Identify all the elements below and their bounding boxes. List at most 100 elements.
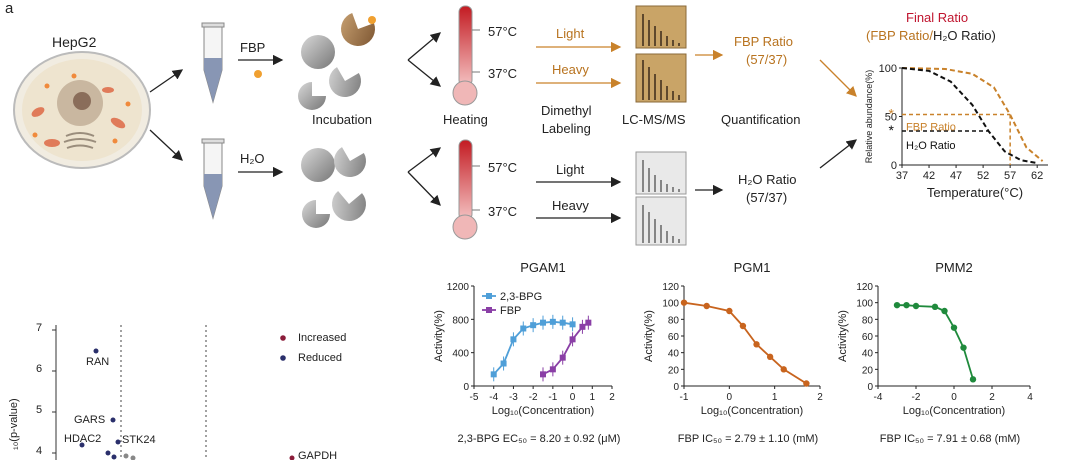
y-tick-label: 100 xyxy=(856,299,873,310)
temp-low-top: 37°C xyxy=(488,66,518,81)
final-ratio-sub-h2o: H₂O Ratio) xyxy=(932,28,996,43)
x-tick-label: 57 xyxy=(1004,170,1016,182)
y-axis-label: Activity(%) xyxy=(643,310,655,362)
y-tick-label: 100 xyxy=(662,299,679,310)
y-tick-label: 60 xyxy=(668,332,680,343)
final-ratio-sub-fbp: (FBP Ratio/ xyxy=(866,28,933,43)
step-labeling: Dimethyl Labeling xyxy=(541,103,592,136)
chart-footnote: FBP IC₅₀ = 2.79 ± 1.10 (mM) xyxy=(678,433,818,445)
reagent-h2o-label: H₂O xyxy=(240,151,265,166)
protein-fbp-icon xyxy=(298,13,376,110)
volcano-point xyxy=(79,442,85,448)
x-tick-label: 42 xyxy=(923,170,935,182)
x-axis-label: Log₁₀(Concentration) xyxy=(492,405,594,417)
light-label-h2o: Light xyxy=(556,162,585,177)
volcano-point xyxy=(110,417,116,423)
data-point xyxy=(680,299,688,306)
volcano-ytick: 6 xyxy=(36,363,43,375)
volcano-ytick: 7 xyxy=(36,322,43,334)
series-line xyxy=(901,67,1044,162)
data-point xyxy=(903,301,910,309)
light-label-fbp: Light xyxy=(556,26,585,41)
data-point xyxy=(950,324,958,331)
thermometer-bottom-icon xyxy=(452,139,480,240)
volcano-ytick: 5 xyxy=(36,404,43,416)
h2o-ratio-label: H₂O Ratio xyxy=(738,172,797,187)
fbp-ratio-sub: (57/37) xyxy=(746,52,788,67)
y-tick-label: 120 xyxy=(662,282,679,293)
x-tick-label: 0 xyxy=(951,392,957,403)
volcano-label-gars: GARS xyxy=(74,414,106,426)
h2o-star-icon: * xyxy=(889,122,895,138)
heavy-label-fbp: Heavy xyxy=(552,62,589,77)
data-point xyxy=(931,303,939,311)
volcano-label-gapdh: GAPDH xyxy=(298,450,338,462)
y-tick-label: 0 xyxy=(867,382,873,393)
y-tick-label: 100 xyxy=(879,63,897,75)
y-tick-label: 1200 xyxy=(447,282,470,293)
x-axis-label: Temperature(°C) xyxy=(927,185,1023,200)
x-tick-label: -4 xyxy=(489,392,498,403)
y-tick-label: 60 xyxy=(862,332,874,343)
x-tick-label: 0 xyxy=(727,392,733,403)
data-point xyxy=(766,353,774,361)
y-tick-label: 80 xyxy=(668,315,680,326)
legend-marker xyxy=(486,293,492,299)
x-tick-label: -5 xyxy=(470,392,479,403)
volcano-point xyxy=(105,450,111,456)
legend-label: 2,3-BPG xyxy=(500,291,542,303)
volcano-point xyxy=(289,455,295,460)
y-tick-label: 120 xyxy=(856,282,873,293)
x-tick-label: 4 xyxy=(1027,392,1033,403)
x-tick-label: 2 xyxy=(989,392,995,403)
temp-low-bottom: 37°C xyxy=(488,204,518,219)
data-point xyxy=(893,301,901,309)
data-point xyxy=(969,376,977,383)
step-incubation: Incubation xyxy=(312,112,372,127)
y-tick-label: 0 xyxy=(463,382,469,393)
volcano-point xyxy=(130,455,136,460)
data-point xyxy=(780,366,787,373)
chart-footnote: FBP IC₅₀ = 7.91 ± 0.68 (mM) xyxy=(880,433,1020,445)
volcano-point xyxy=(115,439,121,445)
y-tick-label: 80 xyxy=(862,315,874,326)
volcano-point xyxy=(111,454,117,460)
x-axis-label: Log₁₀(Concentration) xyxy=(701,405,803,417)
fit-curve xyxy=(683,301,807,385)
cell-label: HepG2 xyxy=(52,34,97,50)
x-tick-label: 2 xyxy=(609,392,615,403)
volcano-label-ran: RAN xyxy=(86,356,110,368)
x-tick-label: 1 xyxy=(772,392,778,403)
volcano-point xyxy=(123,453,129,459)
x-tick-label: -4 xyxy=(874,392,883,403)
volcano-label-stk24: STK24 xyxy=(122,434,156,446)
spectrum-fbp-icon xyxy=(635,5,687,103)
x-tick-label: 2 xyxy=(817,392,823,403)
x-tick-label: -1 xyxy=(680,392,689,403)
step-lcms: LC-MS/MS xyxy=(622,112,686,127)
x-tick-label: 47 xyxy=(950,170,962,182)
volcano-label-hdac2: HDAC2 xyxy=(64,433,102,445)
spectrum-h2o-icon xyxy=(635,151,687,246)
legend-reduced-label: Reduced xyxy=(298,352,343,364)
fit-curve xyxy=(897,304,974,380)
chart-title: PGM1 xyxy=(734,260,771,275)
x-tick-label: 1 xyxy=(590,392,596,403)
data-point xyxy=(960,344,967,351)
y-tick-label: 20 xyxy=(862,365,874,376)
y-axis-label: Activity(%) xyxy=(433,310,445,362)
panel-label: a xyxy=(5,0,14,17)
x-tick-label: 0 xyxy=(570,392,576,403)
y-tick-label: 40 xyxy=(862,349,874,360)
volcano-ytick: 4 xyxy=(36,445,43,457)
data-point xyxy=(912,302,920,310)
legend-label: FBP xyxy=(500,305,521,317)
data-point xyxy=(739,322,747,330)
data-point xyxy=(753,341,760,348)
y-tick-label: 0 xyxy=(673,382,679,393)
tube-h2o-icon xyxy=(201,138,225,220)
heavy-label-h2o: Heavy xyxy=(552,198,589,213)
y-tick-label: 400 xyxy=(452,349,469,360)
